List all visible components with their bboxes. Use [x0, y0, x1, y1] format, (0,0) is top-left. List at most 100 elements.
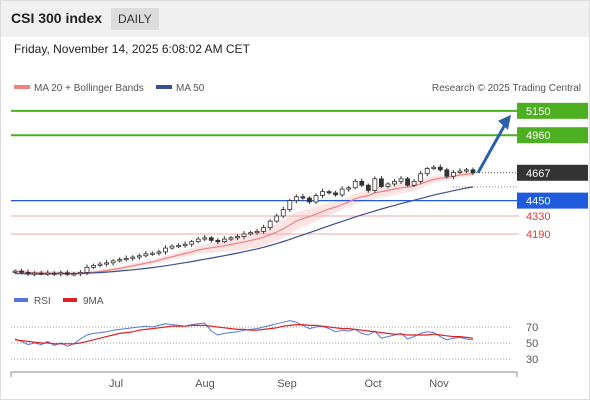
time-axis-label: Sep	[277, 378, 297, 390]
candle-body	[104, 262, 109, 265]
candle-body	[228, 237, 234, 240]
candle-body	[320, 191, 325, 196]
candle-body	[45, 272, 51, 275]
candle-body	[176, 245, 181, 248]
rsi-legend-swatch	[14, 298, 28, 302]
price-levels: 5150 4960 4667 4450 4330 4190	[11, 102, 588, 241]
legend: MA 20 + Bollinger Bands MA 50 Research ©…	[14, 83, 581, 307]
candle-body	[385, 183, 391, 187]
candle-body	[313, 195, 319, 203]
candle-body	[424, 168, 430, 175]
candle-body	[378, 178, 384, 187]
candle-body	[287, 200, 293, 211]
candle-body	[346, 187, 352, 190]
candle-body	[143, 253, 149, 257]
candle-body	[470, 169, 476, 174]
candle-body	[339, 188, 345, 196]
candle-body	[307, 197, 312, 203]
resistance-tag-4960	[517, 127, 588, 144]
candle-body	[326, 191, 332, 194]
candle-body	[235, 236, 240, 239]
candle-body	[156, 251, 162, 254]
candle-body	[437, 166, 443, 171]
rsi-tick-label: 50	[526, 338, 538, 350]
chart-title: CSI 300 index	[11, 10, 103, 26]
candle-body	[431, 166, 437, 169]
candle-body	[149, 252, 155, 255]
candle-body	[254, 231, 260, 234]
candle-body	[117, 259, 123, 262]
candle-body	[352, 180, 358, 189]
timeframe-badge[interactable]: DAILY	[111, 8, 159, 30]
time-axis-label: Aug	[195, 378, 215, 390]
candle-body	[405, 178, 410, 186]
candle-body	[411, 180, 417, 186]
candle-body	[267, 220, 273, 228]
candle-body	[333, 192, 339, 196]
candle-body	[241, 233, 247, 237]
candle-body	[392, 180, 397, 185]
candle-body	[372, 178, 378, 191]
candle-body	[19, 270, 24, 273]
candle-body	[58, 272, 64, 275]
candle-body	[71, 273, 77, 276]
candle-body	[32, 272, 38, 275]
candle-body	[110, 260, 116, 264]
candle-body	[444, 169, 450, 177]
last-price-tag	[517, 164, 588, 181]
candle-body	[293, 196, 299, 202]
level-label-4450: 4450	[526, 196, 550, 208]
candle-body	[163, 247, 168, 253]
forecast-arrow	[476, 114, 511, 174]
rsi-ma-line	[14, 324, 474, 345]
candle-body	[221, 238, 227, 243]
candle-body	[12, 270, 18, 273]
candle-body	[130, 256, 136, 259]
candles	[12, 164, 476, 277]
candle-body	[450, 171, 456, 177]
candle-body	[359, 180, 365, 186]
candle-body	[418, 173, 424, 182]
timestamp: Friday, November 14, 2025 6:08:02 AM CET	[14, 42, 250, 56]
candle-body	[182, 243, 188, 246]
rsi-legend-label: RSI	[34, 296, 51, 307]
candle-body	[274, 215, 280, 222]
time-axis-label: Nov	[429, 378, 449, 390]
forecast-arrow-head	[498, 114, 511, 130]
time-axis-label: Oct	[364, 378, 381, 390]
candle-body	[280, 209, 286, 217]
candle-body	[136, 255, 142, 258]
candle-body	[208, 237, 214, 241]
time-axis: Jul Aug Sep Oct Nov	[10, 371, 518, 390]
candle-body	[398, 178, 404, 182]
resistance-tag-5150	[517, 102, 588, 119]
candle-body	[78, 272, 83, 275]
credit-text: Research © 2025 Trading Central	[432, 83, 581, 94]
candle-body	[97, 263, 103, 266]
moving-averages	[14, 173, 474, 275]
level-label-4667: 4667	[526, 168, 550, 180]
forecast-arrow-shaft	[476, 122, 508, 174]
support-tag-4450	[517, 192, 588, 209]
candle-body	[38, 272, 44, 275]
candle-body	[195, 238, 201, 243]
level-label-5150: 5150	[526, 106, 550, 118]
candle-body	[64, 272, 70, 275]
candle-body	[91, 264, 96, 268]
header-bar: CSI 300 index DAILY	[1, 1, 589, 37]
time-axis-label: Jul	[109, 378, 123, 390]
candle-body	[300, 196, 306, 199]
ma50-legend-label: MA 50	[176, 83, 205, 94]
rsi-tick-label: 30	[526, 354, 538, 366]
ma20-legend-label: MA 20 + Bollinger Bands	[34, 83, 144, 94]
candle-body	[25, 272, 31, 275]
rsi-ma-legend-swatch	[63, 298, 77, 302]
candle-body	[123, 257, 129, 261]
candle-body	[189, 241, 195, 245]
candle-body	[51, 272, 57, 275]
rsi-panel: 70 50 30	[11, 320, 538, 366]
candle-body	[215, 239, 221, 243]
ma20-legend-swatch	[14, 85, 30, 89]
